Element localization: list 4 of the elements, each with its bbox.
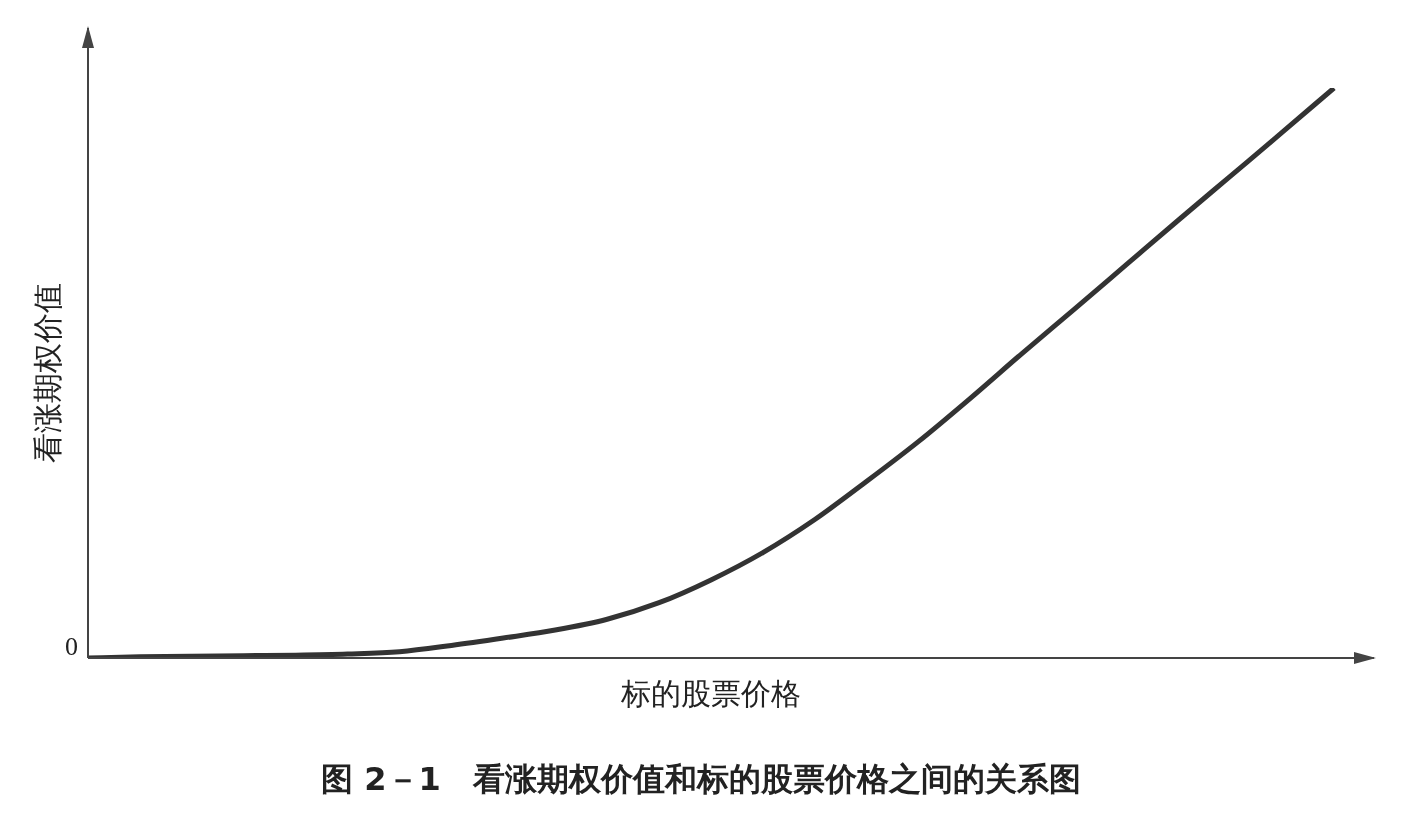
- text: 图 2－1 看涨期权价值和标的股票价格之间的关系图: [320, 759, 1082, 800]
- x-axis-title: 标的股票价格: [620, 675, 801, 711]
- text: 0: [65, 631, 78, 661]
- y-axis-title: 看涨期权价值: [29, 283, 65, 463]
